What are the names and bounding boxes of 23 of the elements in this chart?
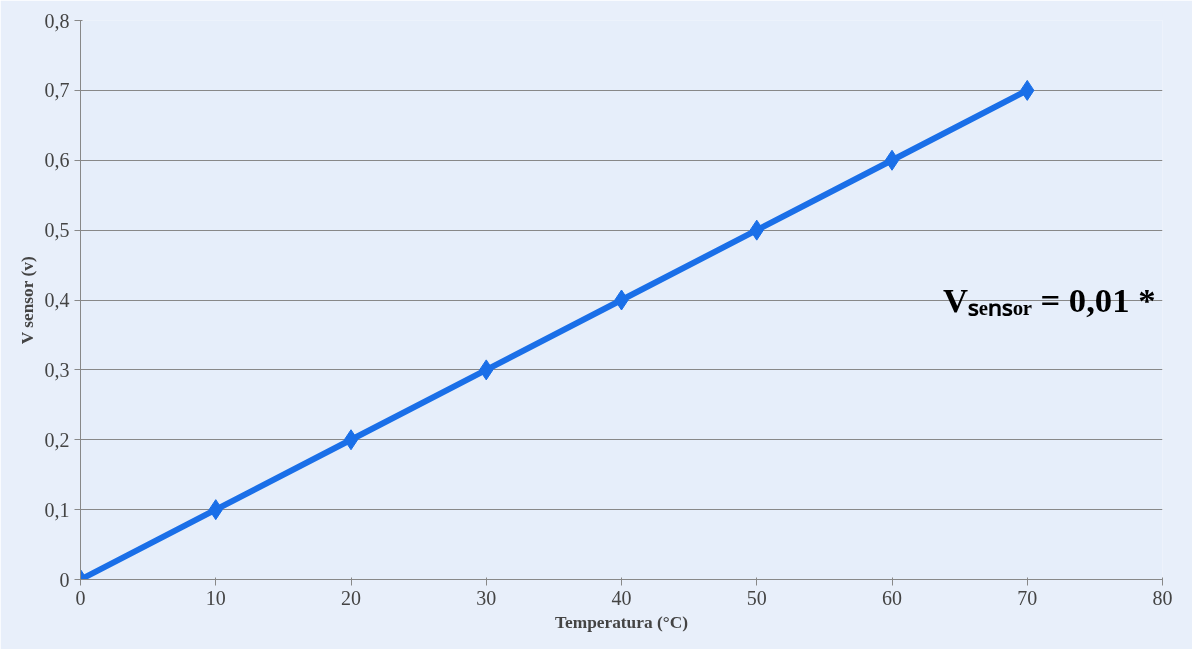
x-tick-label: 40: [611, 586, 632, 609]
point: [343, 429, 359, 451]
y-tick-label: 0: [59, 568, 70, 591]
y-tick-label: 0,7: [44, 79, 70, 102]
x-tick-label: 70: [1017, 586, 1038, 609]
x-axis-title: Temperatura (°C): [555, 612, 689, 632]
x-tick-label: 10: [205, 586, 226, 609]
y-axis-title: V sensor (v): [17, 256, 37, 345]
annotation: Vₛₑₙₛₒᵣ = 0,01 *: [943, 281, 1156, 319]
y-tick-label: 0,6: [44, 149, 70, 172]
y-tick-label: 0,8: [44, 9, 70, 32]
x-tick-label: 30: [476, 586, 497, 609]
y-tick-label: 0,2: [44, 428, 70, 451]
y-tick-label: 0,5: [44, 219, 70, 242]
x-tick-label: 60: [882, 586, 902, 609]
x-tick-label: 80: [1152, 586, 1173, 609]
point: [884, 149, 900, 171]
x-tick-label: 20: [341, 586, 361, 609]
y-tick-label: 0,3: [44, 358, 70, 381]
x-tick-label: 0: [75, 586, 86, 609]
x-tick-label: 50: [746, 586, 767, 609]
y-tick-label: 0,1: [44, 498, 70, 521]
y-tick-label: 0,4: [44, 289, 70, 311]
